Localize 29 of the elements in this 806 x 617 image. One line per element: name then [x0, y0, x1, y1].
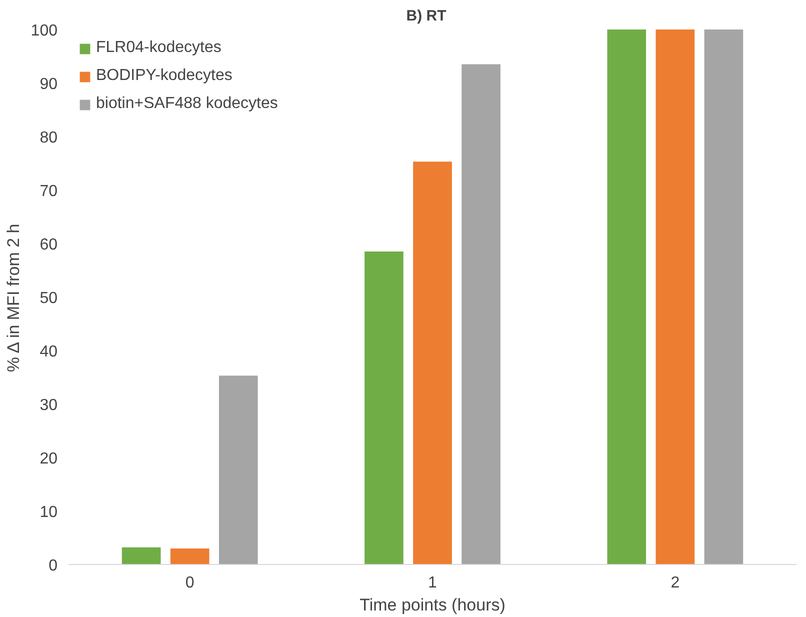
bar — [462, 64, 500, 564]
y-tick-label: 40 — [40, 344, 58, 360]
x-axis-title: Time points (hours) — [360, 596, 506, 614]
bar — [122, 547, 161, 564]
legend-label: FLR04-kodecytes — [96, 39, 222, 57]
bar — [364, 252, 404, 564]
bar — [607, 30, 646, 564]
y-tick-label: 90 — [40, 76, 58, 93]
bar — [656, 30, 695, 564]
x-tick-label: 0 — [185, 574, 194, 592]
y-tick-label: 30 — [40, 397, 58, 414]
y-tick-label: 100 — [30, 22, 58, 40]
bar — [170, 548, 210, 564]
y-tick-label: 60 — [40, 236, 58, 254]
y-axis-title: % Δ in MFI from 2 h — [4, 224, 23, 372]
y-tick-label: 20 — [40, 450, 58, 468]
y-tick-label: 50 — [40, 290, 58, 307]
x-tick-label: 2 — [670, 574, 680, 592]
chart-title: B) RT — [406, 8, 446, 24]
bar — [218, 376, 258, 564]
y-tick-label: 10 — [40, 504, 58, 521]
y-tick-label: 0 — [48, 558, 58, 574]
y-tick-label: 70 — [40, 183, 58, 200]
legend-label: biotin+SAF488 kodecytes — [96, 95, 278, 113]
y-tick-label: 80 — [40, 130, 58, 146]
legend-label: BODIPY-kodecytes — [96, 67, 232, 85]
bar — [413, 162, 452, 564]
x-tick-label: 1 — [428, 574, 438, 592]
bar — [704, 30, 744, 564]
